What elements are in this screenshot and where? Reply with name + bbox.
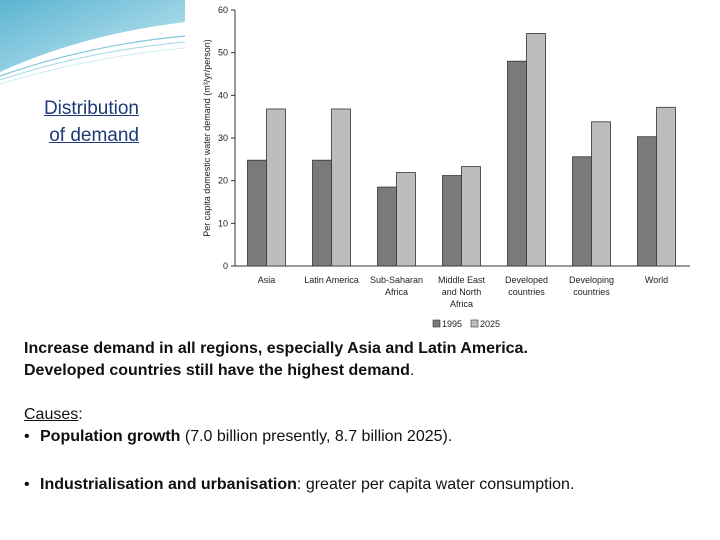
bullet-1-bold: Population growth xyxy=(40,428,181,445)
heading-line-2: of demand xyxy=(49,125,139,146)
summary-line-2: Developed countries still have the highe… xyxy=(24,360,704,382)
bar-1995 xyxy=(637,136,657,267)
bar-2025 xyxy=(656,106,676,267)
x-tick-label: Africa xyxy=(385,287,408,297)
y-tick-label: 50 xyxy=(218,48,228,58)
x-tick-label: and North xyxy=(442,287,482,297)
bullet-1-rest: (7.0 billion presently, 8.7 billion 2025… xyxy=(180,428,453,445)
bullet-2-rest: : greater per capita water consumption. xyxy=(296,476,575,493)
y-tick-label: 60 xyxy=(218,5,228,15)
bullet-population: • Population growth (7.0 billion presentl… xyxy=(24,426,704,448)
causes-label: Causes xyxy=(24,406,79,423)
x-tick-label: Middle East xyxy=(438,275,486,285)
x-tick-label: Latin America xyxy=(304,275,359,285)
bar-2025 xyxy=(331,108,351,267)
bar-1995 xyxy=(312,159,332,267)
bullet-industrialisation: • Industrialisation and urbanisation: gre… xyxy=(24,474,704,496)
bar-2025 xyxy=(396,172,416,267)
bullet-2-bold: Industrialisation and urbanisation xyxy=(40,476,297,493)
summary-line-2-bold: Developed countries still have the highe… xyxy=(24,362,410,379)
bar-1995 xyxy=(247,159,267,267)
x-tick-label: Asia xyxy=(258,275,276,285)
heading-line-1: Distribution xyxy=(43,98,139,119)
summary-line-1: Increase demand in all regions, especial… xyxy=(24,340,528,357)
bar-2025 xyxy=(526,33,546,267)
chart-container: 0 10 20 30 40 50 60 Per capita domestic water d… xyxy=(185,0,720,340)
x-tick-label: Developing xyxy=(569,275,614,285)
bar-2025 xyxy=(591,121,611,267)
legend-label-2025: 2025 xyxy=(480,319,500,329)
legend-swatch-2025 xyxy=(470,319,479,328)
x-tick-label: World xyxy=(645,275,668,285)
decorative-swoosh xyxy=(0,0,185,85)
bullet-icon: • xyxy=(24,428,30,445)
legend-label-1995: 1995 xyxy=(442,319,462,329)
bar-2025 xyxy=(461,166,481,267)
body-text: Increase demand in all regions, especial… xyxy=(24,338,704,496)
causes-colon: : xyxy=(78,406,83,423)
bar-1995 xyxy=(507,60,527,267)
y-tick-label: 20 xyxy=(218,176,228,186)
y-tick-label: 40 xyxy=(218,90,228,100)
x-tick-label: countries xyxy=(508,287,545,297)
bar-1995 xyxy=(442,175,462,267)
summary-line-2-end: . xyxy=(409,362,415,379)
y-axis-label: Per capita domestic water demand (m³/yr/… xyxy=(202,39,212,237)
x-tick-label: Developed xyxy=(505,275,548,285)
bullet-icon: • xyxy=(24,476,30,493)
x-tick-label: Sub-Saharan xyxy=(370,275,423,285)
bar-1995 xyxy=(572,156,592,267)
y-tick-label: 0 xyxy=(223,261,228,271)
x-tick-label: Africa xyxy=(450,299,473,309)
causes-heading: Causes: xyxy=(24,404,704,426)
bar-chart: 0 10 20 30 40 50 60 Per capita domestic water d… xyxy=(202,5,690,329)
x-tick-label: countries xyxy=(573,287,610,297)
y-tick-label: 10 xyxy=(218,218,228,228)
legend-swatch-1995 xyxy=(432,319,441,328)
y-tick-label: 30 xyxy=(218,133,228,143)
bar-2025 xyxy=(266,108,286,267)
slide-heading: Distribution of demand xyxy=(14,95,139,149)
bar-1995 xyxy=(377,186,397,267)
